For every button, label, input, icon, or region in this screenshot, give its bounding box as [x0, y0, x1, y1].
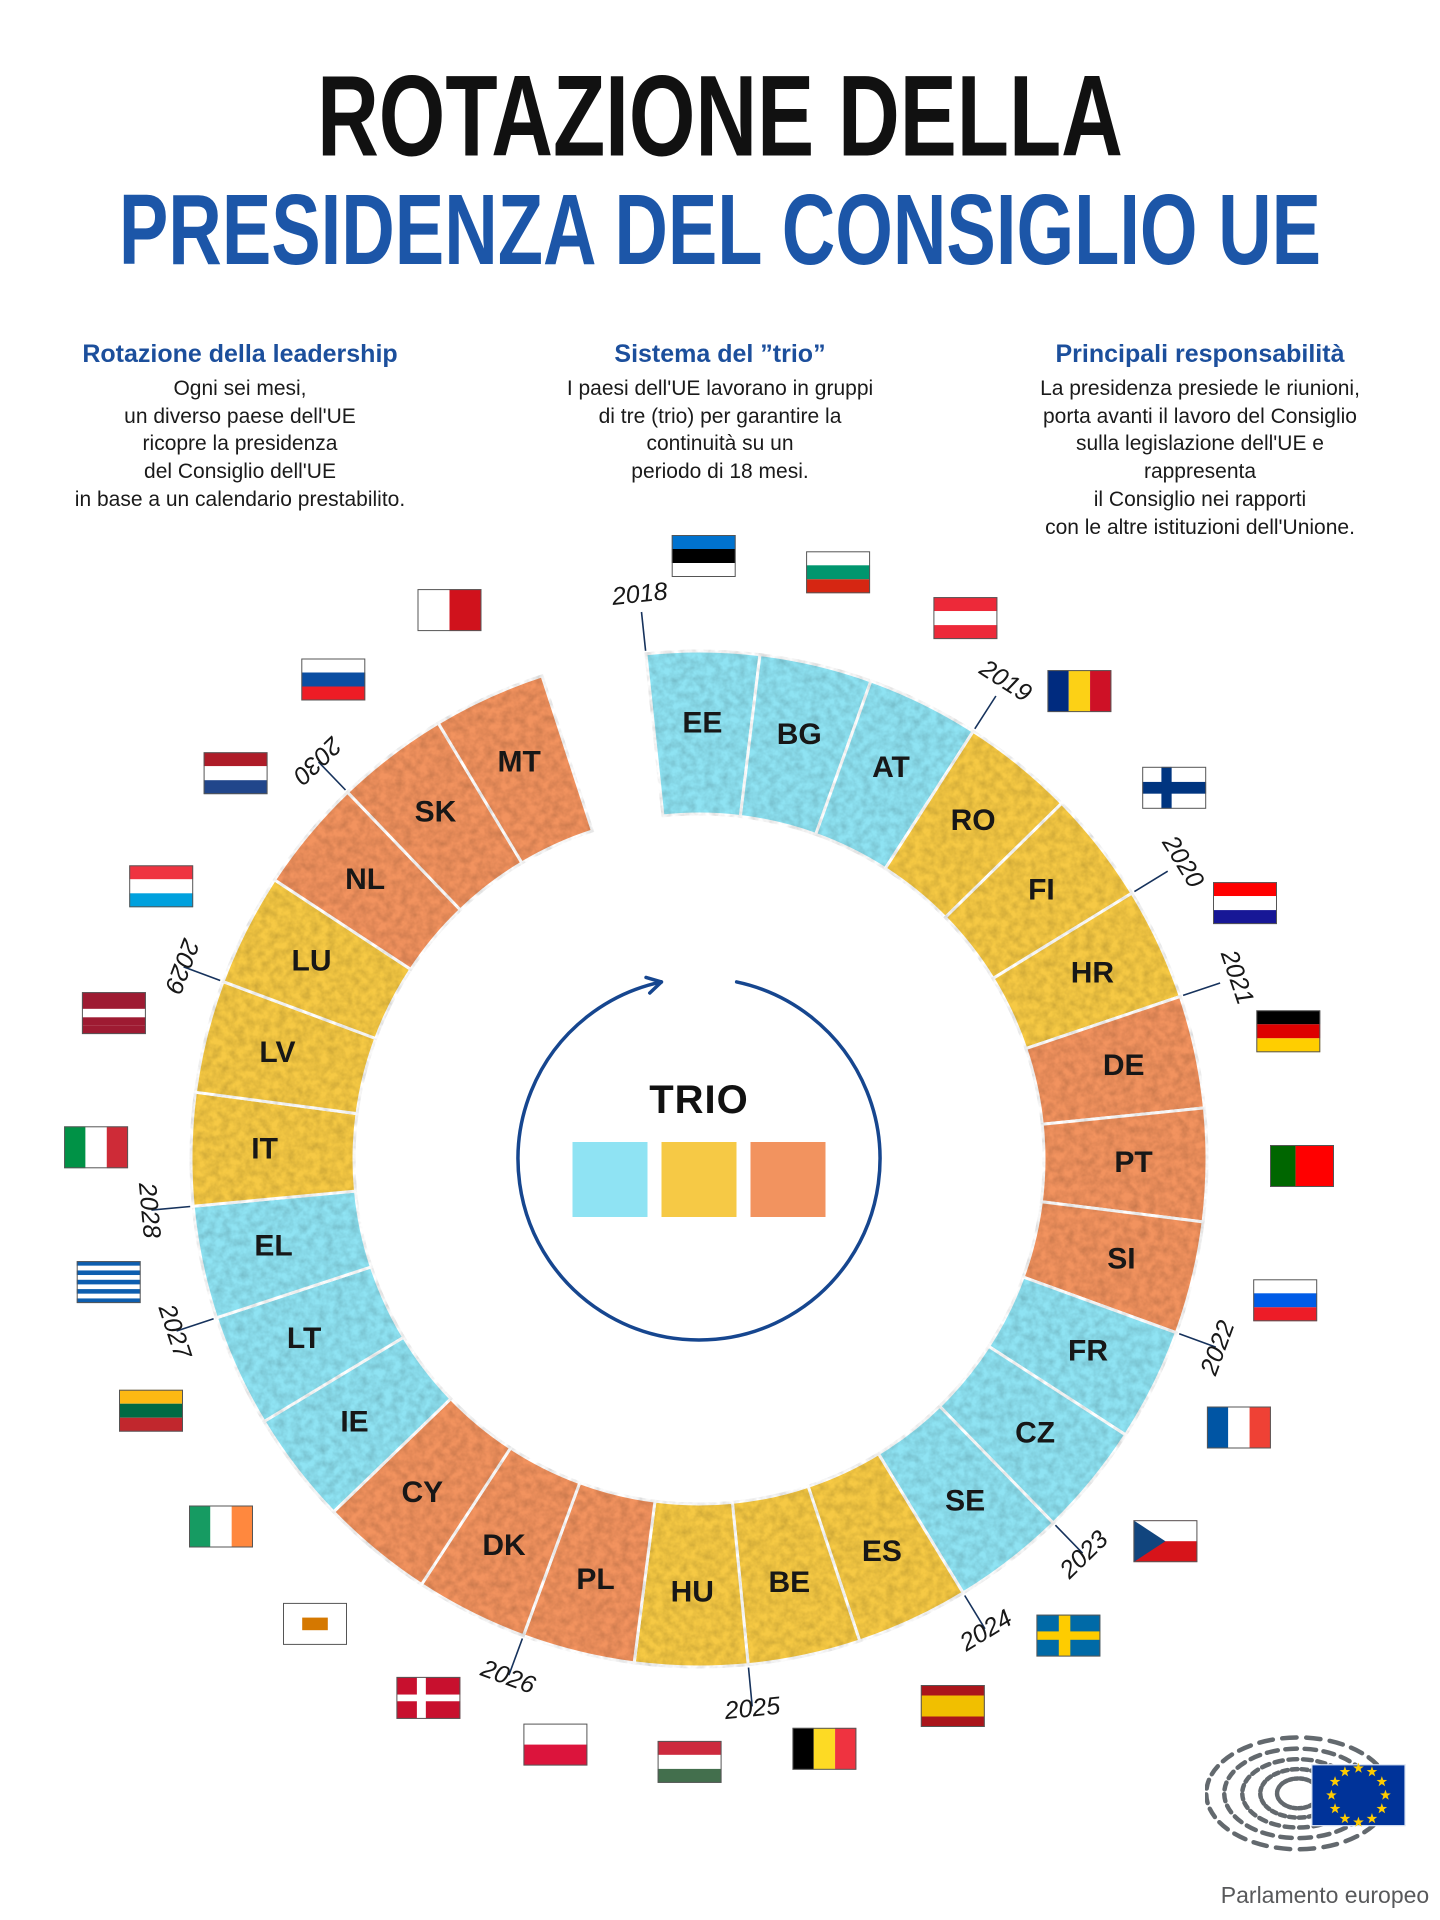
svg-text:2021: 2021 — [1215, 945, 1260, 1008]
svg-text:LT: LT — [287, 1322, 321, 1355]
svg-text:CZ: CZ — [1015, 1416, 1055, 1449]
svg-text:2023: 2023 — [1054, 1525, 1114, 1585]
svg-text:CY: CY — [401, 1476, 443, 1509]
svg-text:EL: EL — [254, 1230, 292, 1263]
svg-text:PL: PL — [576, 1563, 614, 1596]
svg-text:2027: 2027 — [152, 1300, 197, 1364]
svg-text:RO: RO — [951, 804, 996, 837]
svg-text:IT: IT — [251, 1133, 278, 1166]
svg-text:AT: AT — [872, 751, 910, 784]
svg-text:EE: EE — [682, 706, 722, 739]
svg-text:2030: 2030 — [287, 730, 347, 789]
svg-text:LV: LV — [259, 1036, 295, 1069]
svg-text:FR: FR — [1068, 1334, 1108, 1367]
svg-text:DE: DE — [1103, 1049, 1145, 1082]
svg-text:PT: PT — [1114, 1146, 1152, 1179]
svg-text:2028: 2028 — [133, 1180, 166, 1239]
svg-text:2026: 2026 — [476, 1654, 539, 1700]
svg-text:MT: MT — [498, 745, 541, 778]
svg-text:2024: 2024 — [954, 1604, 1017, 1657]
svg-text:2022: 2022 — [1195, 1317, 1241, 1380]
svg-text:NL: NL — [345, 863, 385, 896]
svg-text:SE: SE — [945, 1484, 985, 1517]
svg-text:HR: HR — [1071, 957, 1115, 990]
svg-text:ES: ES — [862, 1535, 902, 1568]
svg-text:2025: 2025 — [722, 1692, 781, 1725]
svg-text:SI: SI — [1107, 1243, 1135, 1276]
svg-text:2020: 2020 — [1156, 830, 1210, 893]
svg-text:BG: BG — [777, 718, 822, 751]
svg-text:2029: 2029 — [159, 934, 205, 997]
svg-text:DK: DK — [482, 1529, 526, 1562]
svg-text:LU: LU — [292, 944, 332, 977]
svg-text:BE: BE — [768, 1566, 810, 1599]
svg-text:SK: SK — [415, 795, 457, 828]
svg-text:FI: FI — [1028, 873, 1055, 906]
svg-text:IE: IE — [340, 1406, 368, 1439]
svg-text:HU: HU — [671, 1575, 714, 1608]
svg-text:2019: 2019 — [974, 654, 1037, 708]
svg-text:2018: 2018 — [610, 577, 669, 611]
